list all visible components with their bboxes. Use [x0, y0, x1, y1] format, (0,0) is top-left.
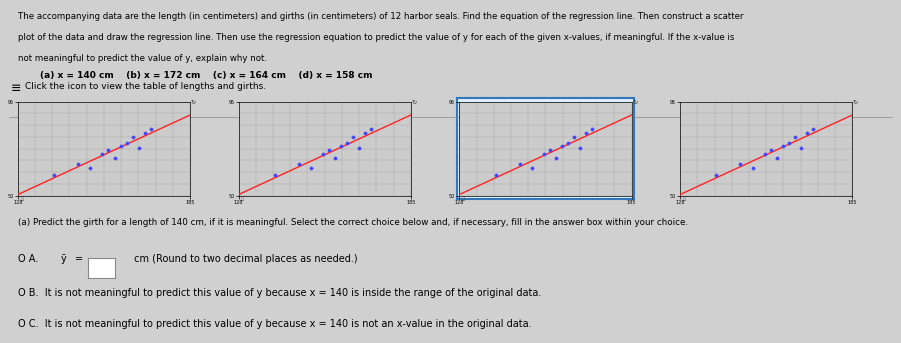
Point — [71, 162, 86, 167]
Point — [560, 141, 575, 146]
Text: =: = — [76, 254, 84, 264]
Point — [96, 151, 110, 157]
Point — [304, 166, 318, 171]
Point — [573, 145, 587, 150]
Text: (a) Predict the girth for a length of 140 cm, if it is meaningful. Select the co: (a) Predict the girth for a length of 14… — [18, 218, 687, 227]
Text: The accompanying data are the length (in centimeters) and girths (in centimeters: The accompanying data are the length (in… — [18, 12, 743, 21]
Text: cm (Round to two decimal places as needed.): cm (Round to two decimal places as neede… — [131, 254, 358, 264]
Point — [125, 134, 140, 140]
Point — [769, 155, 784, 161]
Text: ↻: ↻ — [412, 99, 416, 104]
Text: ≡: ≡ — [11, 82, 22, 95]
Text: O B.  It is not meaningful to predict this value of y because x = 140 is inside : O B. It is not meaningful to predict thi… — [18, 288, 542, 298]
Point — [359, 130, 373, 136]
Point — [101, 147, 115, 152]
Point — [542, 147, 557, 152]
Point — [549, 155, 563, 161]
Text: (a) x = 140 cm    (b) x = 172 cm    (c) x = 164 cm    (d) x = 158 cm: (a) x = 140 cm (b) x = 172 cm (c) x = 16… — [40, 71, 372, 80]
Point — [794, 145, 808, 150]
Point — [513, 162, 527, 167]
Point — [763, 147, 778, 152]
Point — [781, 141, 796, 146]
Point — [555, 143, 569, 148]
Text: ⛶: ⛶ — [462, 196, 465, 201]
Point — [322, 147, 336, 152]
Text: not meaningful to predict the value of y, explain why not.: not meaningful to predict the value of y… — [18, 54, 267, 63]
Text: plot of the data and draw the regression line. Then use the regression equation : plot of the data and draw the regression… — [18, 33, 734, 42]
Point — [316, 151, 331, 157]
Point — [537, 151, 551, 157]
Point — [143, 126, 158, 132]
Point — [787, 134, 802, 140]
Text: ⛶: ⛶ — [21, 196, 23, 201]
Point — [585, 126, 599, 132]
Text: O A.: O A. — [18, 254, 41, 264]
Point — [47, 172, 61, 177]
Text: ⛶: ⛶ — [241, 196, 244, 201]
Point — [364, 126, 378, 132]
Point — [745, 166, 760, 171]
Point — [292, 162, 306, 167]
Point — [776, 143, 790, 148]
Text: ↻: ↻ — [633, 99, 637, 104]
Point — [346, 134, 360, 140]
Point — [567, 134, 581, 140]
Text: ↻: ↻ — [191, 99, 196, 104]
Point — [805, 126, 820, 132]
Point — [488, 172, 503, 177]
Point — [83, 166, 97, 171]
Point — [268, 172, 282, 177]
Point — [579, 130, 594, 136]
Point — [107, 155, 122, 161]
Point — [709, 172, 724, 177]
Point — [132, 145, 146, 150]
Point — [334, 143, 349, 148]
Text: Click the icon to view the table of lengths and girths.: Click the icon to view the table of leng… — [25, 82, 266, 92]
Point — [758, 151, 772, 157]
Point — [340, 141, 354, 146]
Point — [119, 141, 133, 146]
Point — [138, 130, 152, 136]
Point — [524, 166, 539, 171]
Text: O C.  It is not meaningful to predict this value of y because x = 140 is not an : O C. It is not meaningful to predict thi… — [18, 319, 532, 329]
Point — [328, 155, 342, 161]
Point — [733, 162, 748, 167]
Point — [800, 130, 815, 136]
Text: ↻: ↻ — [853, 99, 858, 104]
Point — [352, 145, 367, 150]
Text: ȳ: ȳ — [60, 254, 66, 264]
Text: ⛶: ⛶ — [683, 196, 686, 201]
Point — [114, 143, 128, 148]
